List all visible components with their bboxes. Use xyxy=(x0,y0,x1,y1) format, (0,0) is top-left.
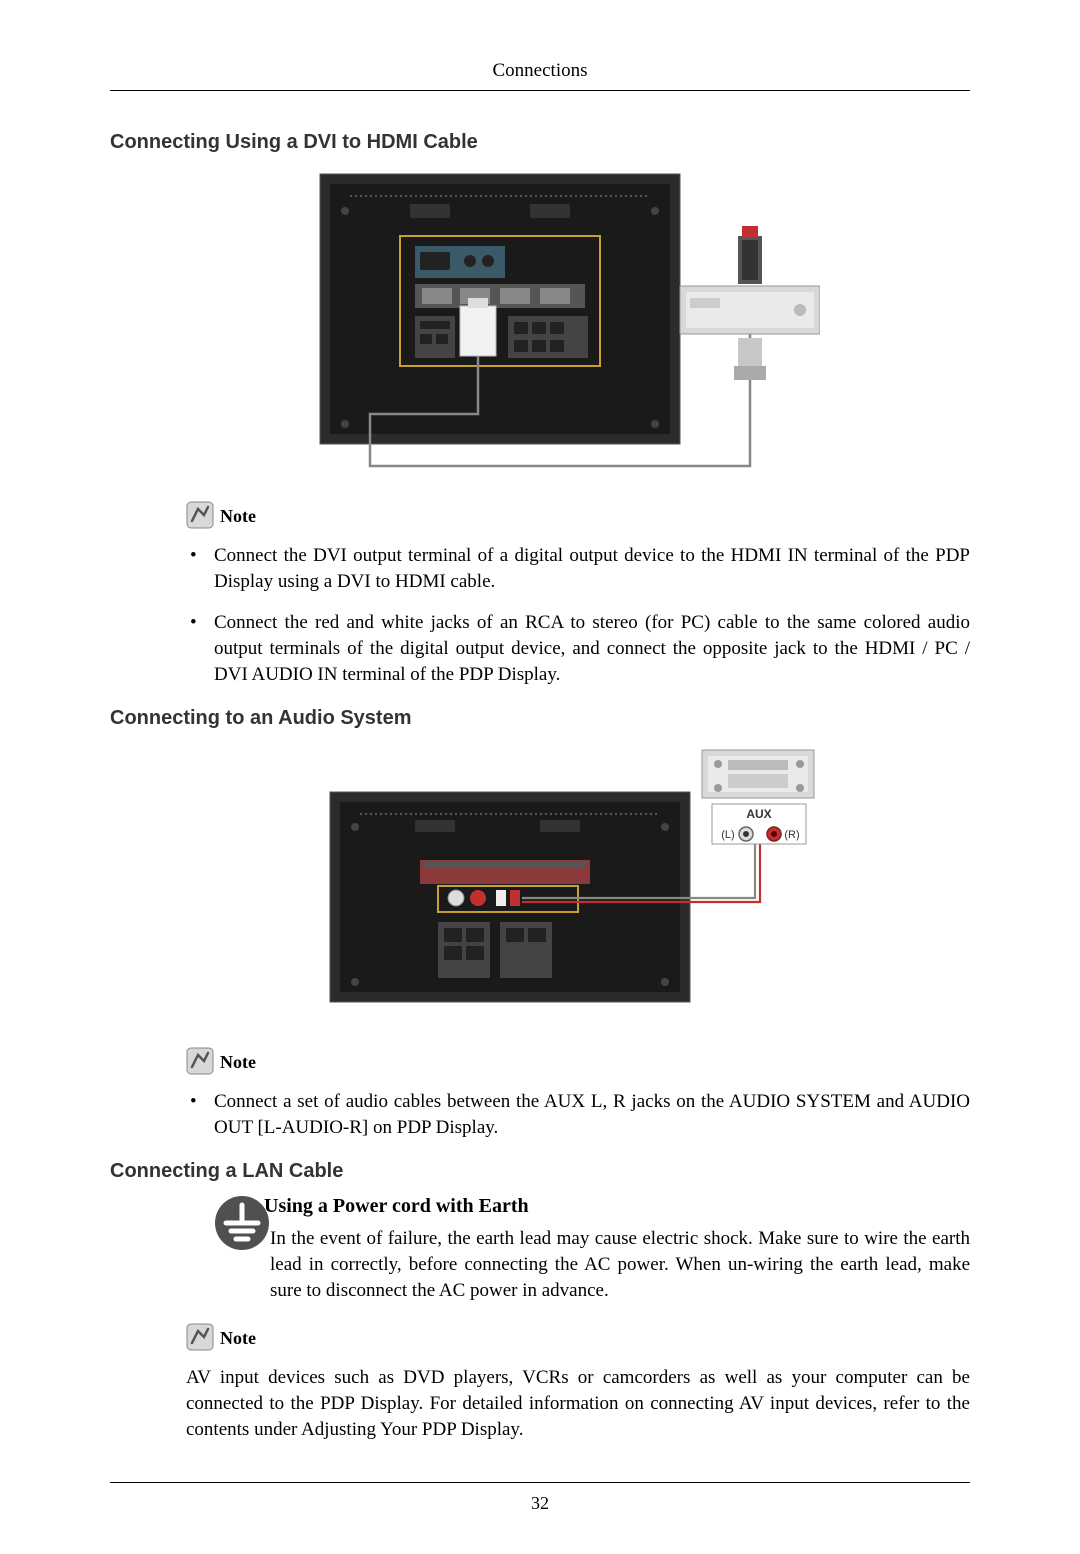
earth-body-text: In the event of failure, the earth lead … xyxy=(270,1226,970,1303)
note-label: Note xyxy=(220,506,256,529)
closing-paragraph: AV input devices such as DVD players, VC… xyxy=(110,1365,970,1442)
list-item: Connect the DVI output terminal of a dig… xyxy=(186,543,970,594)
bullet-list-2: Connect a set of audio cables between th… xyxy=(110,1089,970,1140)
section-heading-audio: Connecting to an Audio System xyxy=(110,707,970,730)
note-icon xyxy=(186,1323,214,1351)
page-number: 32 xyxy=(110,1493,970,1514)
note-row-2: Note xyxy=(110,1047,970,1075)
page-header-title: Connections xyxy=(110,60,970,82)
header-rule xyxy=(110,90,970,91)
earth-block: Using a Power cord with Earth In the eve… xyxy=(110,1195,970,1303)
svg-text:AUX: AUX xyxy=(746,807,771,821)
footer-rule xyxy=(110,1482,970,1483)
note-icon xyxy=(186,1047,214,1075)
note-label: Note xyxy=(220,1328,256,1351)
note-icon xyxy=(186,501,214,529)
list-item: Connect a set of audio cables between th… xyxy=(186,1089,970,1140)
earth-heading: Using a Power cord with Earth xyxy=(264,1195,970,1218)
earth-ground-icon xyxy=(214,1195,270,1251)
section-heading-dvi-hdmi: Connecting Using a DVI to HDMI Cable xyxy=(110,131,970,154)
section-heading-lan: Connecting a LAN Cable xyxy=(110,1160,970,1183)
svg-text:(R): (R) xyxy=(784,829,799,841)
note-row-3: Note xyxy=(110,1323,970,1351)
bullet-list-1: Connect the DVI output terminal of a dig… xyxy=(110,543,970,687)
note-row-1: Note xyxy=(110,501,970,529)
list-item: Connect the red and white jacks of an RC… xyxy=(186,610,970,687)
svg-text:(L): (L) xyxy=(721,829,734,841)
diagram-audio: AUX (L) (R) xyxy=(110,742,970,1027)
diagram-dvi-hdmi xyxy=(110,166,970,481)
note-label: Note xyxy=(220,1052,256,1075)
